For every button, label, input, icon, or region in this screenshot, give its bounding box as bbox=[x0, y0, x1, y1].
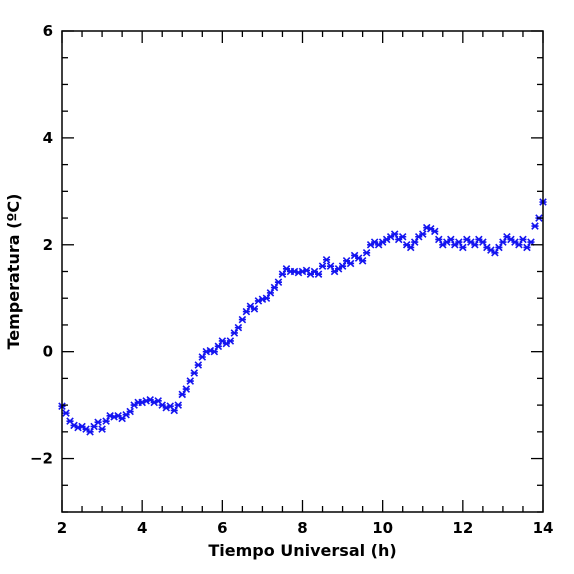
data-point bbox=[170, 406, 178, 415]
data-point bbox=[226, 337, 235, 345]
data-point bbox=[126, 407, 134, 416]
data-point bbox=[62, 409, 70, 417]
data-point bbox=[318, 262, 327, 270]
data-point bbox=[431, 227, 439, 236]
x-tick-label: 14 bbox=[533, 519, 554, 537]
data-point bbox=[362, 249, 371, 257]
data-point bbox=[86, 428, 94, 436]
data-point bbox=[459, 243, 467, 252]
data-point bbox=[398, 232, 407, 241]
data-point bbox=[98, 425, 106, 433]
data-point bbox=[186, 377, 195, 385]
data-point bbox=[531, 222, 539, 230]
data-point bbox=[278, 270, 287, 278]
data-point bbox=[346, 259, 355, 268]
x-tick-label: 8 bbox=[297, 519, 307, 537]
data-point bbox=[479, 238, 487, 246]
data-point bbox=[435, 235, 443, 244]
y-tick-label: 0 bbox=[43, 343, 53, 361]
data-point bbox=[234, 323, 243, 332]
data-point bbox=[178, 390, 187, 399]
y-tick-label: 2 bbox=[43, 236, 53, 254]
x-tick-label: 2 bbox=[57, 519, 67, 537]
x-tick-label: 6 bbox=[217, 519, 227, 537]
data-point bbox=[406, 243, 415, 252]
data-point bbox=[322, 255, 331, 264]
data-point bbox=[190, 369, 199, 377]
data-point bbox=[102, 417, 110, 425]
data-point bbox=[262, 294, 271, 302]
tick-labels: 2 4 6 8 10 12 14 −2 0 2 4 6 bbox=[30, 22, 553, 537]
data-point bbox=[210, 347, 219, 356]
y-tick-label: 4 bbox=[43, 129, 53, 147]
x-tick-label: 10 bbox=[372, 519, 393, 537]
data-point bbox=[495, 243, 503, 252]
data-point bbox=[270, 283, 279, 292]
data-point bbox=[250, 305, 259, 313]
x-tick-label: 4 bbox=[137, 519, 147, 537]
data-point bbox=[242, 307, 251, 316]
data-point bbox=[471, 241, 479, 249]
data-point bbox=[515, 241, 523, 249]
data-point bbox=[198, 353, 207, 361]
data-point bbox=[499, 238, 507, 246]
plot-frame bbox=[61, 30, 544, 513]
data-point bbox=[447, 235, 455, 244]
data-point bbox=[174, 401, 183, 409]
data-point bbox=[326, 262, 335, 270]
data-point bbox=[314, 270, 323, 278]
data-point bbox=[266, 289, 275, 297]
data-point bbox=[523, 243, 531, 252]
data-point bbox=[358, 257, 367, 265]
data-point bbox=[491, 249, 499, 257]
data-point bbox=[94, 418, 102, 426]
x-axis-title: Tiempo Universal (h) bbox=[208, 541, 396, 560]
data-point bbox=[338, 262, 347, 270]
x-tick-label: 12 bbox=[452, 519, 473, 537]
data-point bbox=[455, 238, 463, 246]
data-point bbox=[238, 315, 247, 324]
data-point bbox=[410, 238, 419, 246]
data-point bbox=[418, 230, 427, 238]
data-point bbox=[519, 235, 527, 244]
data-point bbox=[274, 278, 283, 286]
y-tick-label: 6 bbox=[43, 22, 53, 40]
y-tick-label: −2 bbox=[30, 450, 53, 468]
data-point bbox=[194, 361, 203, 369]
y-axis-title: Temperatura (ºC) bbox=[4, 194, 23, 350]
data-point bbox=[390, 230, 399, 238]
data-point bbox=[182, 385, 191, 393]
data-points bbox=[58, 198, 547, 436]
data-point bbox=[214, 342, 223, 351]
data-point bbox=[230, 329, 239, 337]
